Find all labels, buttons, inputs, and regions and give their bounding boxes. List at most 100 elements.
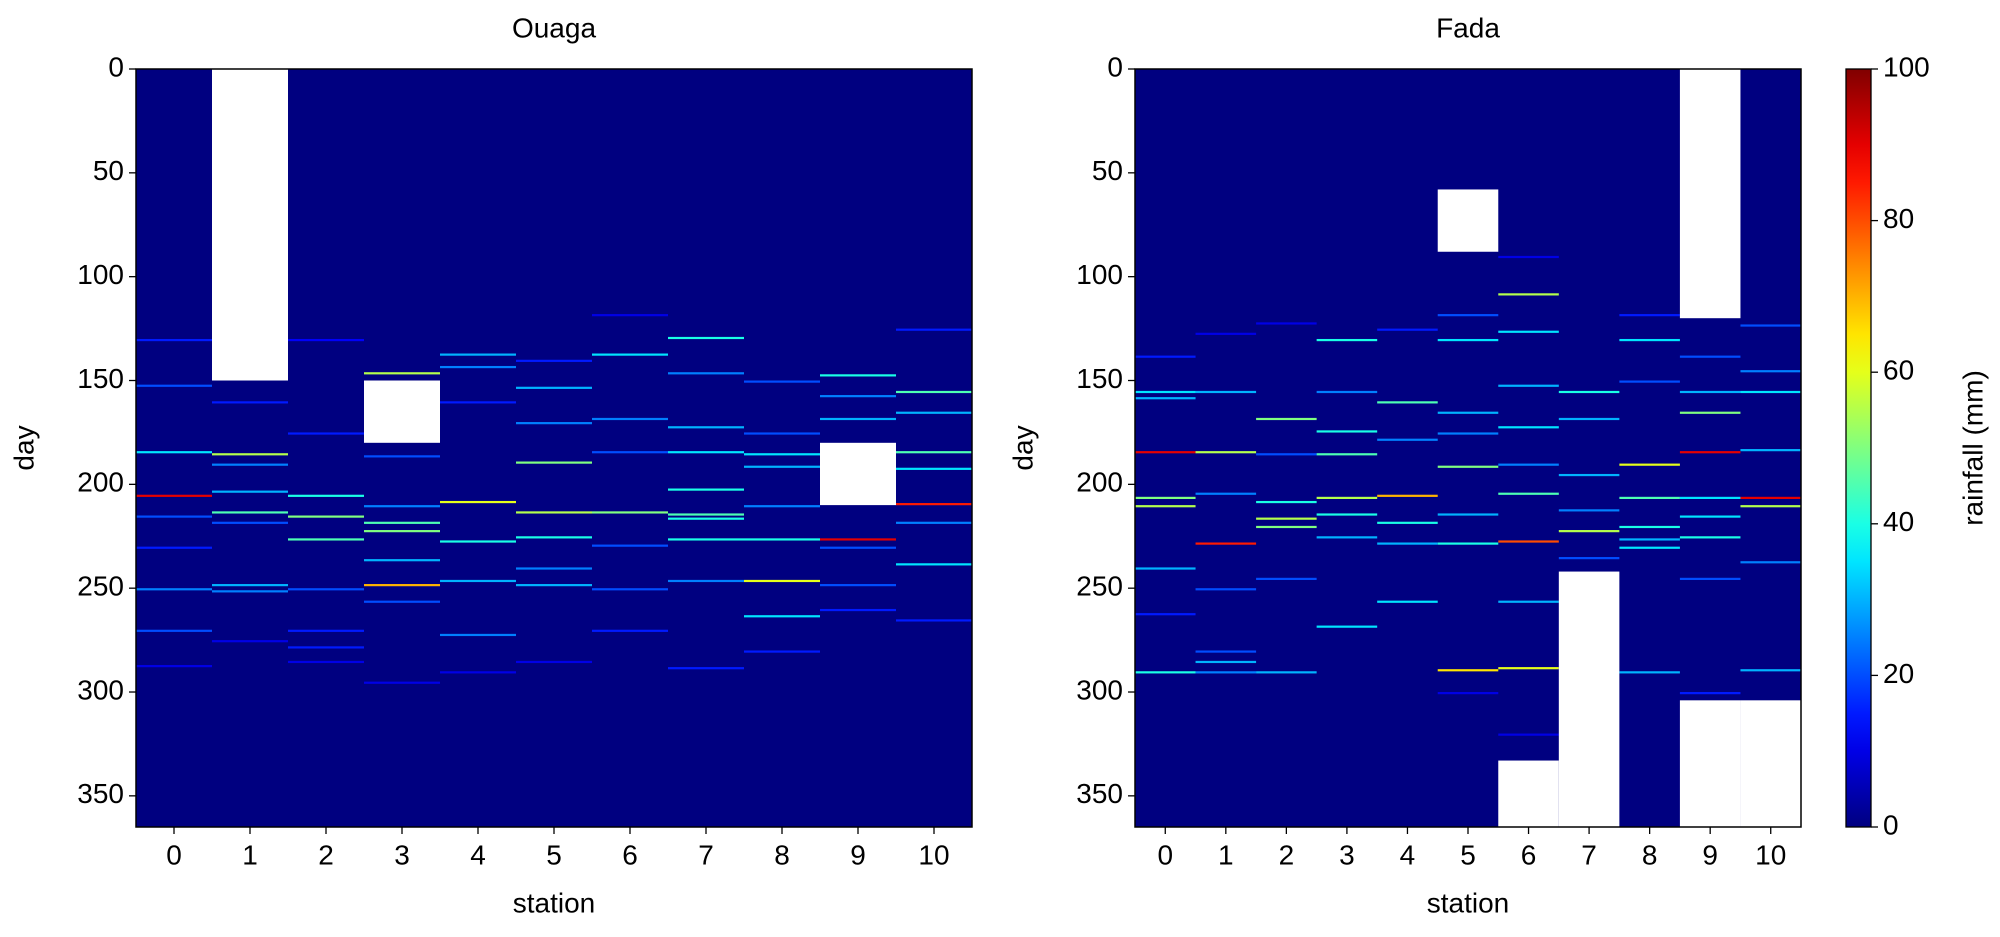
heatmap-cell	[744, 538, 820, 541]
heatmap-cell	[1195, 542, 1257, 545]
x-axis-label: station	[513, 887, 596, 918]
heatmap-cell	[1316, 338, 1378, 342]
heatmap-cell	[1377, 542, 1438, 545]
heatmap-cell	[896, 390, 972, 394]
heatmap-cell	[1437, 669, 1499, 672]
x-tick-label: 0	[1157, 839, 1173, 870]
heatmap-cell	[1377, 401, 1438, 404]
y-tick-label: 350	[1076, 778, 1123, 809]
chart-title: Fada	[1436, 12, 1500, 43]
heatmap-cell	[896, 411, 972, 414]
y-tick-label: 250	[1076, 571, 1123, 602]
heatmap-cell	[1437, 465, 1499, 468]
heatmap-cell	[1135, 567, 1196, 570]
heatmap-cell	[592, 353, 668, 356]
heatmap-cell	[1619, 380, 1680, 383]
heatmap-cell	[592, 629, 668, 632]
x-tick-label: 4	[1400, 839, 1416, 870]
heatmap-cell	[1619, 538, 1680, 541]
heatmap-cell	[1377, 494, 1438, 497]
heatmap-cell	[668, 372, 744, 375]
heatmap-cell	[592, 544, 668, 547]
missing-block	[1679, 69, 1741, 319]
x-tick-label: 2	[1279, 839, 1295, 870]
heatmap-cell	[1679, 536, 1741, 539]
heatmap-cell	[1498, 667, 1559, 670]
y-tick-label: 100	[77, 259, 124, 290]
x-tick-label: 6	[622, 839, 638, 870]
heatmap-cell	[212, 521, 288, 524]
heatmap-cell	[820, 395, 896, 398]
heatmap-cell	[1195, 671, 1257, 674]
heatmap-cell	[668, 667, 744, 670]
missing-block	[1558, 571, 1620, 827]
heatmap-cell	[288, 494, 364, 497]
heatmap-cell	[516, 511, 592, 514]
heatmap-cell	[1498, 463, 1559, 466]
colorbar-tick-label: 20	[1883, 658, 1914, 689]
y-tick-label: 0	[108, 51, 124, 82]
heatmap-cell	[1195, 650, 1257, 653]
heatmap-cell	[1256, 671, 1317, 674]
y-tick-label: 50	[1092, 155, 1123, 186]
heatmap-cell	[1135, 390, 1196, 394]
heatmap-cell	[440, 633, 516, 637]
heatmap-cell	[516, 567, 592, 570]
heatmap-cell	[1740, 390, 1801, 394]
heatmap-cell	[364, 521, 440, 524]
heatmap-cell	[440, 365, 516, 369]
heatmap-cell	[592, 314, 668, 317]
heatmap-cell	[288, 588, 364, 591]
heatmap-cell	[288, 646, 364, 649]
heatmap-cell	[1679, 692, 1741, 695]
x-tick-label: 8	[1642, 839, 1658, 870]
heatmap-cell	[668, 336, 744, 340]
heatmap-cell	[364, 681, 440, 684]
heatmap-cell	[1498, 426, 1559, 429]
heatmap-cell	[288, 432, 364, 435]
heatmap-cell	[1740, 370, 1801, 373]
heatmap-cell	[440, 540, 516, 543]
heatmap-cell	[1740, 669, 1801, 672]
heatmap-cell	[896, 467, 972, 470]
heatmap-cell	[212, 401, 288, 404]
heatmap-cell	[896, 619, 972, 622]
heatmap-cell	[212, 590, 288, 593]
heatmap-cell	[364, 559, 440, 562]
y-tick-label: 300	[1076, 674, 1123, 705]
heatmap-cell	[1135, 496, 1196, 500]
x-tick-label: 10	[918, 839, 949, 870]
heatmap-cell	[1437, 411, 1499, 414]
heatmap-cell	[592, 588, 668, 591]
heatmap-cell	[288, 538, 364, 541]
heatmap-cell	[440, 671, 516, 674]
heatmap-cell	[1256, 453, 1317, 456]
heatmap-cell	[1740, 324, 1801, 327]
colorbar-label: rainfall (mm)	[1957, 370, 1988, 526]
heatmap-cell	[1377, 521, 1438, 524]
heatmap-cell	[668, 426, 744, 429]
heatmap-cell	[1437, 338, 1499, 342]
y-tick-label: 100	[1076, 259, 1123, 290]
heatmap-cell	[364, 505, 440, 508]
heatmap-cell	[820, 417, 896, 421]
heatmap-cell	[1498, 733, 1559, 736]
heatmap-cell	[1619, 671, 1680, 674]
heatmap-cell	[820, 584, 896, 587]
y-axis-label: day	[8, 425, 39, 470]
heatmap-cell	[212, 584, 288, 587]
heatmap-cell	[1558, 417, 1620, 421]
heatmap-cell	[364, 530, 440, 533]
heatmap-cell	[820, 608, 896, 612]
x-tick-label: 3	[394, 839, 410, 870]
missing-block	[1679, 700, 1741, 827]
y-tick-label: 150	[1076, 363, 1123, 394]
heatmap-cell	[212, 490, 288, 493]
heatmap-cell	[1740, 449, 1801, 452]
x-tick-label: 5	[1460, 839, 1476, 870]
heatmap-cell	[1437, 513, 1499, 516]
heatmap-cell	[1558, 473, 1620, 477]
x-tick-label: 1	[242, 839, 258, 870]
x-tick-label: 6	[1521, 839, 1537, 870]
